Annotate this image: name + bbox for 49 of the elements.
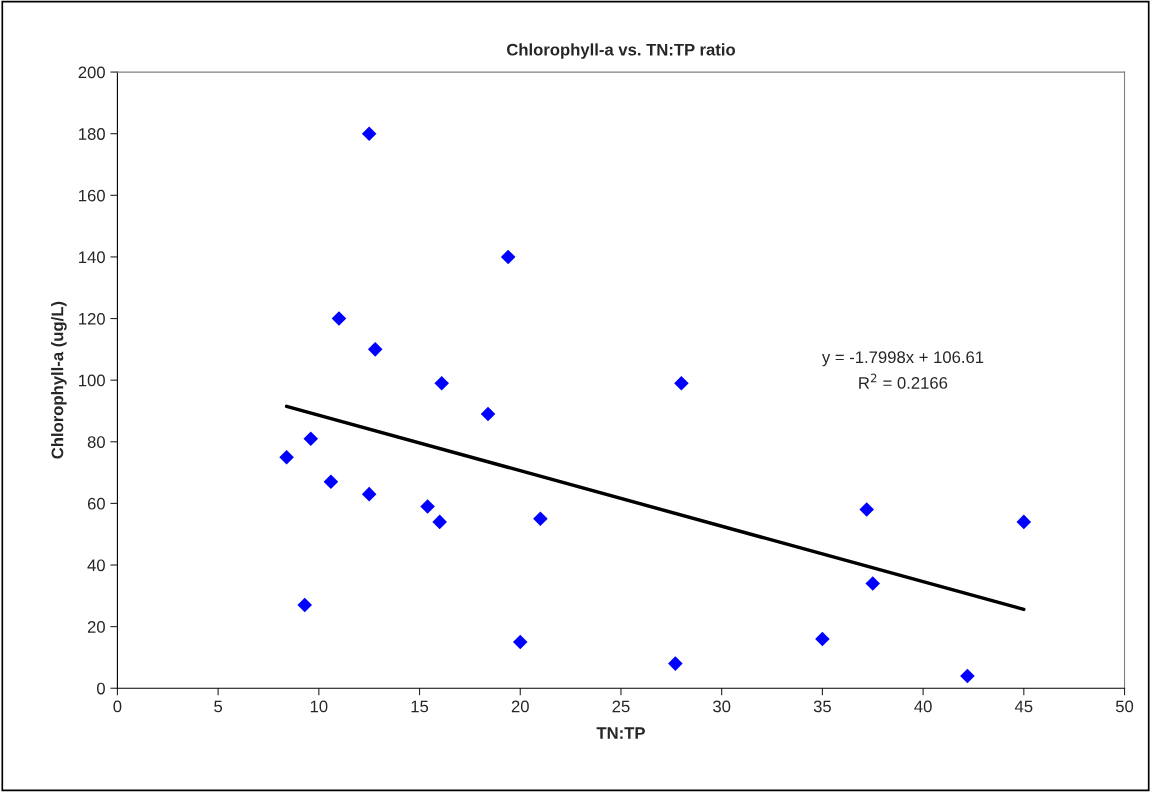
x-tick-label: 20 — [511, 700, 529, 713]
point — [815, 631, 830, 647]
point — [323, 474, 339, 490]
x-tick-label: 5 — [214, 700, 223, 713]
y-tick-label: 20 — [87, 621, 105, 633]
point — [279, 449, 294, 465]
point — [303, 431, 319, 446]
annotation: y = -1.7998x + 106.61 — [821, 351, 984, 367]
point — [512, 634, 528, 650]
point — [533, 511, 548, 527]
y-tick-label: 180 — [79, 128, 105, 140]
x-tick-label: 10 — [310, 700, 328, 713]
point — [420, 499, 435, 514]
point — [960, 668, 975, 684]
y-tick-label: 80 — [87, 436, 105, 448]
x-tick-label: 40 — [914, 700, 932, 713]
point — [331, 311, 347, 326]
x-axis-title: TN:TP — [596, 727, 645, 739]
annotation: R$^{2}$ = 0.2166 — [859, 373, 948, 389]
point — [367, 342, 383, 357]
y-axis-title: Chlorophyll-a (ug/L) — [51, 301, 67, 459]
x-tick-label: 30 — [713, 700, 731, 713]
x-tick-label: 35 — [813, 700, 831, 713]
y-tick-label: 100 — [79, 374, 105, 387]
y-tick-label: 140 — [79, 251, 105, 264]
x-tick-label: 0 — [113, 700, 122, 713]
point — [361, 126, 377, 141]
point — [480, 406, 496, 422]
point — [865, 576, 881, 591]
chart-title: Chlorophyll-a vs. TN:TP ratio — [506, 43, 735, 59]
point — [674, 375, 689, 391]
point — [434, 375, 449, 391]
x-tick-label: 50 — [1115, 700, 1134, 713]
point — [668, 656, 683, 671]
y-tick-label: 0 — [96, 682, 105, 695]
point — [1016, 514, 1032, 530]
y-tick-label: 120 — [79, 312, 105, 325]
x-tick-label: 45 — [1014, 700, 1033, 713]
point — [432, 514, 447, 530]
point — [859, 502, 874, 517]
y-tick-label: 160 — [79, 189, 105, 202]
point — [361, 486, 377, 502]
x-tick-label: 25 — [612, 700, 630, 713]
y-tick-label: 40 — [87, 559, 105, 572]
point — [297, 597, 313, 613]
y-tick-label: 60 — [87, 497, 105, 510]
y-tick-label: 200 — [78, 66, 105, 79]
point — [500, 249, 516, 265]
x-tick-label: 15 — [411, 700, 429, 713]
